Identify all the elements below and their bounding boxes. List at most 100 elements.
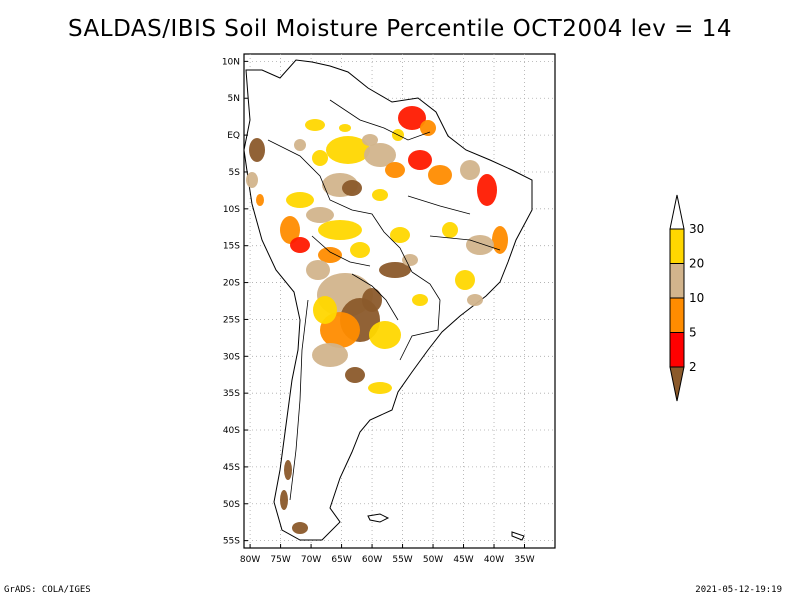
percentile-patch-lt2 [379, 262, 411, 278]
south-america-coast [243, 59, 533, 541]
lat-tick-label: 10N [222, 57, 240, 67]
percentile-patch-20to30 [318, 220, 362, 240]
percentile-patch-lt2 [284, 460, 292, 480]
colorbar-bottom-arrow [669, 366, 685, 402]
percentile-patch-5to10 [280, 216, 300, 244]
border-line [429, 235, 501, 251]
colorbar-segment [669, 297, 685, 333]
lat-tick-label: 45S [223, 463, 240, 473]
percentile-patch-20to30 [350, 242, 370, 258]
border-line [407, 195, 471, 215]
colorbar-tick-label: 20 [689, 257, 704, 271]
colorbar-tick-label: 10 [689, 291, 704, 305]
percentile-patch-10to20 [402, 254, 418, 266]
percentile-patch-20to30 [369, 321, 401, 349]
map-title: SALDAS/IBIS Soil Moisture Percentile OCT… [68, 16, 732, 42]
border-line [267, 139, 413, 273]
percentile-patch-lt2 [362, 288, 382, 312]
lat-tick-label: 5S [229, 168, 241, 178]
percentile-patch-20to30 [305, 119, 325, 131]
percentile-patch-lt2 [345, 367, 365, 383]
percentile-patch-10to20 [460, 160, 480, 180]
border-line [329, 99, 431, 141]
lat-tick-label: 50S [223, 500, 240, 510]
lon-tick-label: 45W [453, 555, 473, 565]
percentile-patch-20to30 [326, 136, 370, 164]
colorbar-tick-label: 30 [689, 222, 704, 236]
percentile-patch-20to30 [455, 270, 475, 290]
percentile-patch-10to20 [294, 139, 306, 151]
colorbar-tick-label: 2 [689, 360, 697, 374]
percentile-patch-10to20 [246, 172, 258, 188]
border-line [351, 273, 399, 321]
footer-credit: GrADS: COLA/IGES [4, 585, 91, 595]
percentile-patch-5to10 [318, 247, 342, 263]
percentile-patch-5to10 [256, 194, 264, 206]
percentile-patch-lt2 [292, 522, 308, 534]
percentile-patch-10to20 [467, 294, 483, 306]
border-line [289, 299, 309, 501]
percentile-patch-20to30 [442, 222, 458, 238]
lon-tick-label: 70W [301, 555, 321, 565]
percentile-patch-20to30 [372, 189, 388, 201]
percentile-patch-2to5 [408, 150, 432, 170]
falkland-islands [367, 513, 390, 523]
border-line [311, 235, 371, 267]
percentile-patch-lt2 [342, 180, 362, 196]
lat-tick-label: 30S [223, 352, 240, 362]
percentile-patch-20to30 [390, 227, 410, 243]
colorbar: 2 5 10 20 30 [669, 194, 704, 402]
south-georgia [511, 531, 525, 541]
colorbar-segment [669, 332, 685, 368]
lon-tick-label: 60W [362, 555, 382, 565]
percentile-patch-20to30 [368, 382, 392, 394]
lon-tick-label: 35W [514, 555, 534, 565]
continent-outline [243, 59, 533, 541]
colorbar-top-arrow [669, 194, 685, 230]
border-line [399, 271, 441, 361]
lon-tick-label: 50W [423, 555, 443, 565]
percentile-patch-2to5 [398, 106, 426, 130]
percentile-patch-20to30 [339, 124, 351, 132]
percentile-patch-lt2 [280, 490, 288, 510]
percentile-patch-20to30 [412, 294, 428, 306]
percentile-patch-5to10 [492, 226, 508, 254]
percentile-patch-10to20 [312, 343, 348, 367]
lon-tick-label: 75W [270, 555, 290, 565]
colorbar-tick-label: 5 [689, 326, 697, 340]
percentile-patch-10to20 [306, 207, 334, 223]
lat-tick-label: 40S [223, 426, 240, 436]
lon-tick-label: 40W [484, 555, 504, 565]
longitude-tick-labels: 80W 75W 70W 65W 60W 55W 50W 45W 40W 35W [240, 544, 535, 565]
percentile-patch-20to30 [313, 296, 337, 324]
percentile-patch-5to10 [420, 120, 436, 136]
percentile-patch-2to5 [477, 174, 497, 206]
percentile-patch-10to20 [306, 260, 330, 280]
lat-tick-label: EQ [227, 131, 240, 141]
latitude-tick-labels: 10N 5N EQ 5S 10S 15S 20S 25S 30S 35S 40S 45S 50S 55S [222, 57, 248, 547]
lat-tick-label: 20S [223, 279, 240, 289]
percentile-patch-10to20 [364, 143, 396, 167]
lat-tick-label: 25S [223, 315, 240, 325]
country-borders [267, 99, 501, 501]
colorbar-segment [669, 228, 685, 264]
lat-tick-label: 15S [223, 242, 240, 252]
lat-tick-label: 35S [223, 389, 240, 399]
percentile-patch-5to10 [385, 162, 405, 178]
percentile-patch-2to5 [290, 237, 310, 253]
lat-tick-label: 55S [223, 537, 240, 547]
lat-tick-label: 10S [223, 205, 240, 215]
percentile-patch-5to10 [428, 165, 452, 185]
percentile-patch-10to20 [362, 134, 378, 146]
percentile-patch-20to30 [312, 150, 328, 166]
lon-tick-label: 55W [392, 555, 412, 565]
lon-tick-label: 65W [331, 555, 351, 565]
percentile-patch-lt2 [249, 138, 265, 162]
percentile-patch-20to30 [286, 192, 314, 208]
lon-tick-label: 80W [240, 555, 260, 565]
percentile-patch-10to20 [466, 235, 494, 255]
lat-tick-label: 5N [228, 94, 240, 104]
colorbar-segment [669, 263, 685, 299]
footer-timestamp: 2021-05-12-19:19 [695, 585, 782, 595]
